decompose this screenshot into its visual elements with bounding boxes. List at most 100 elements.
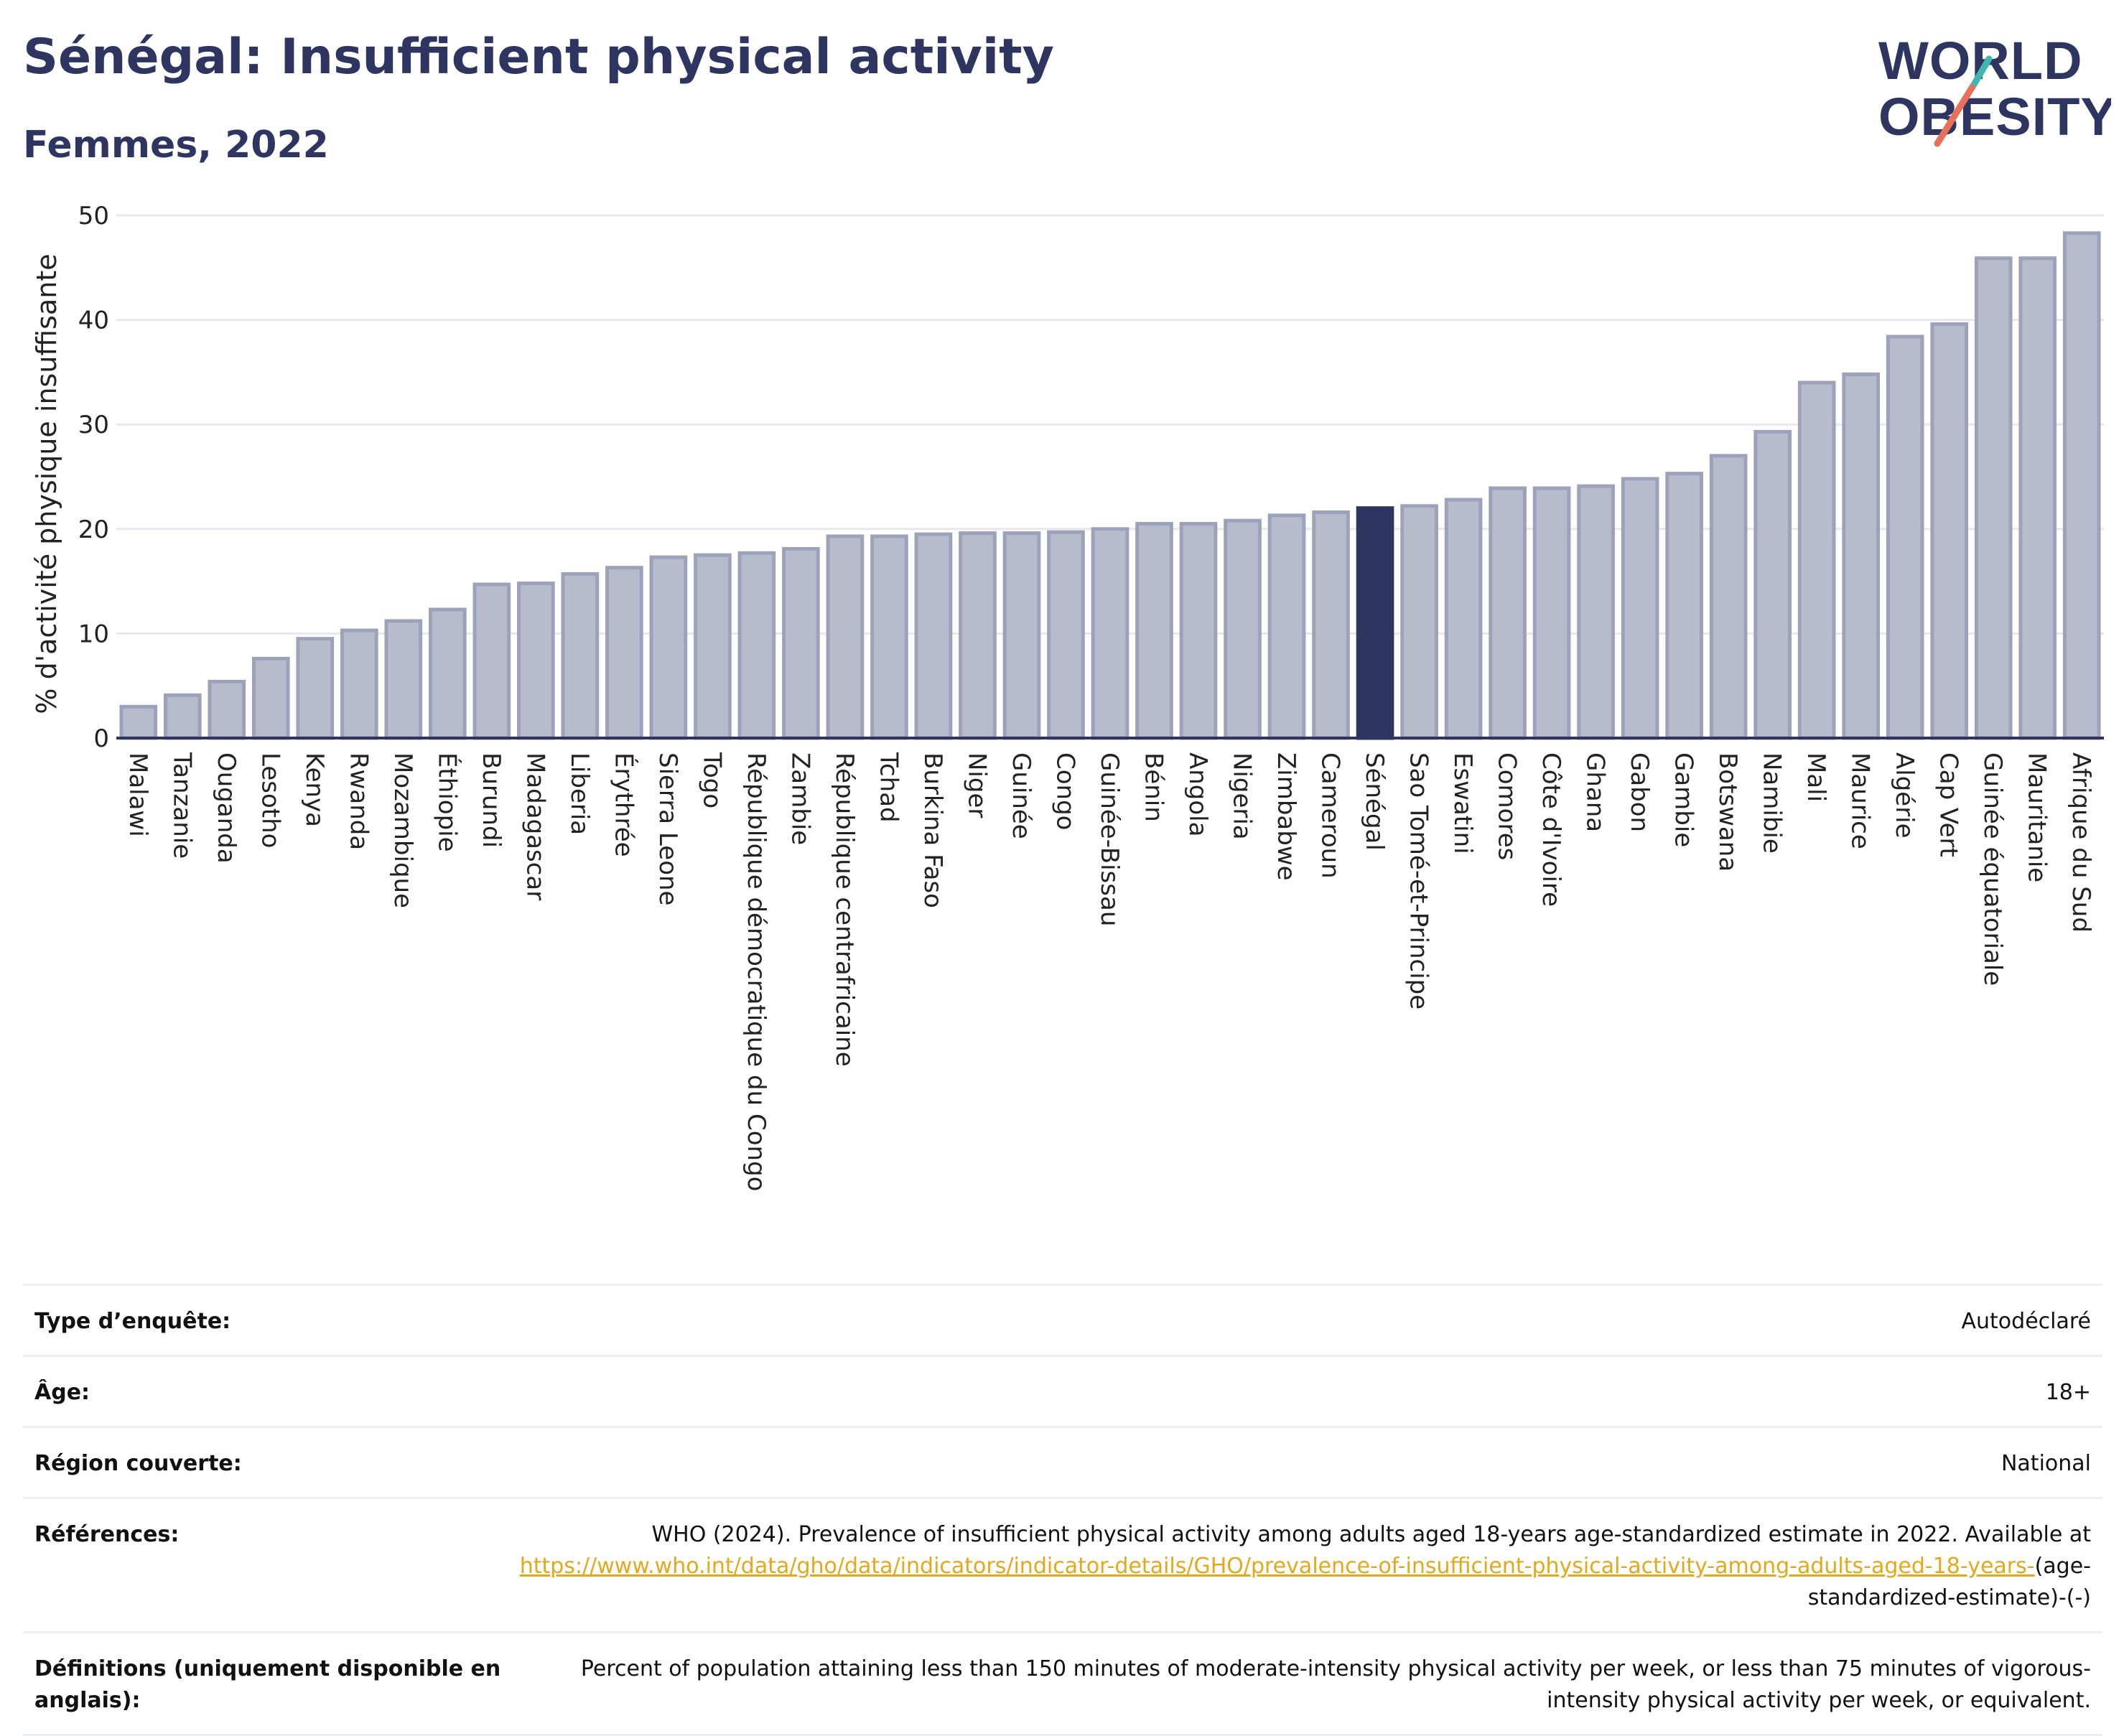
bar-niger (959, 531, 997, 740)
bar-rwanda (340, 628, 378, 740)
x-tick-label: Nigeria (1228, 752, 1257, 840)
x-tick-label: Ouganda (212, 752, 241, 864)
y-ticks: 0 10 20 30 40 50 (78, 202, 109, 753)
x-tick-label: Burundi (477, 752, 506, 848)
bar-lesotho (251, 656, 290, 740)
x-tick-label: Cap Vert (1934, 752, 1963, 857)
x-tick-label: Gambie (1669, 752, 1698, 847)
meta-label: Âge: (34, 1380, 90, 1405)
x-tick-label: Éthiopie (432, 752, 462, 852)
page-subtitle: Femmes, 2022 (23, 123, 329, 167)
x-tick-label: Bénin (1140, 752, 1168, 822)
x-tick-label: Togo (697, 752, 726, 808)
x-tick-label: Zambie (786, 752, 814, 845)
meta-value: WHO (2024). Prevalence of insufficient p… (508, 1519, 2091, 1614)
x-tick-label: Niger (962, 752, 991, 818)
bar-cap-vert (1930, 322, 1969, 740)
bar-b-nin (1135, 522, 1173, 740)
meta-row-references: Références: WHO (2024). Prevalence of in… (23, 1497, 2102, 1631)
x-tick-label: Mauritanie (2023, 752, 2051, 882)
x-tick-label: Tanzanie (167, 752, 196, 859)
y-tick-label: 50 (78, 202, 109, 230)
x-tick-label: Rwanda (344, 752, 373, 850)
bar-nigeria (1224, 518, 1262, 740)
x-tick-label: Sénégal (1360, 752, 1389, 851)
x-tick-label: Ghana (1581, 752, 1610, 832)
bar-namibie (1753, 429, 1792, 740)
meta-label: Région couverte: (34, 1451, 242, 1476)
svg-text:WORLD: WORLD (1878, 31, 2083, 90)
meta-value: 18+ (2045, 1380, 2091, 1405)
world-obesity-logo: WORLD OBESITY (1878, 31, 2111, 147)
bars (119, 231, 2101, 740)
bar-gabon (1621, 477, 1659, 740)
meta-label: Définitions (uniquement disponible en an… (34, 1656, 501, 1713)
bar-mauritanie (2018, 256, 2057, 740)
x-tick-label: Sao Tomé-et-Principe (1405, 752, 1433, 1009)
x-tick-label: Maurice (1846, 752, 1875, 849)
meta-value: Autodéclaré (1961, 1309, 2092, 1334)
y-tick-label: 40 (78, 307, 109, 335)
bar-c-te-d-ivoire (1532, 486, 1571, 740)
x-tick-labels: Malawi Tanzanie Ouganda Lesotho Kenya Rwanda M… (124, 752, 2095, 1191)
bar-angola (1179, 522, 1218, 740)
x-tick-label: Guinée (1007, 752, 1035, 839)
bar-tanzanie (163, 693, 202, 740)
bar-burkina-faso (914, 532, 953, 740)
svg-text:OBESITY: OBESITY (1878, 87, 2111, 146)
meta-row-age: Âge: 18+ (23, 1355, 2102, 1426)
bar-guin-e-quatoriale (1974, 256, 2013, 740)
bar-alg-rie (1886, 335, 1924, 740)
meta-row-survey-type: Type d’enquête: Autodéclaré (23, 1284, 2102, 1355)
reference-suffix: (age-standardized-estimate)-(-) (1807, 1554, 2091, 1610)
bar-mozambique (384, 619, 423, 740)
bar-congo (1047, 530, 1085, 740)
x-tick-label: Mali (1802, 752, 1830, 802)
bar-r-publique-centrafricaine (826, 534, 865, 740)
bar-chart: 0 10 20 30 40 50 Malawi Tanzanie Ouganda Lesotho… (31, 202, 2104, 1191)
bar-mali (1797, 381, 1836, 740)
y-axis-label: % d'activité physique insuffisante (31, 253, 62, 714)
y-tick-label: 0 (93, 724, 109, 753)
x-tick-label: Afrique du Sud (2067, 752, 2095, 933)
x-tick-label: Zimbabwe (1272, 752, 1300, 881)
x-tick-label: Lesotho (256, 752, 284, 848)
reference-text: WHO (2024). Prevalence of insufficient p… (651, 1522, 2091, 1547)
x-tick-label: Namibie (1758, 752, 1787, 854)
x-tick-label: République démocratique du Congo (742, 752, 770, 1191)
bar-liberia (561, 571, 600, 740)
x-tick-label: Liberia (565, 752, 594, 835)
x-tick-label: République centrafricaine (830, 752, 859, 1067)
bar-sierra-leone (649, 555, 688, 740)
x-tick-label: Kenya (300, 752, 329, 827)
page-title: Sénégal: Insufficient physical activity (23, 29, 1054, 85)
x-tick-label: Angola (1183, 752, 1212, 836)
reference-link[interactable]: https://www.who.int/data/gho/data/indica… (519, 1554, 2035, 1579)
bar-cameroun (1312, 510, 1350, 740)
metadata-table: Type d’enquête: Autodéclaré Âge: 18+ Rég… (23, 1284, 2102, 1736)
x-tick-label: Malawi (124, 752, 152, 837)
bar-madagascar (517, 582, 555, 740)
bar-ouganda (208, 679, 246, 740)
meta-row-region: Région couverte: National (23, 1426, 2102, 1497)
bar-maurice (1842, 372, 1881, 740)
bar-kenya (296, 637, 335, 740)
bar-burundi (472, 582, 511, 740)
x-tick-label: Cameroun (1316, 752, 1345, 879)
bar-togo (694, 553, 732, 740)
meta-value: National (2000, 1451, 2091, 1476)
bar-zambie (782, 546, 820, 740)
bar-r-publique-d-mocratique-du-congo (737, 551, 776, 740)
bar-ghana (1577, 484, 1615, 740)
bar-sao-tom-et-principe (1400, 504, 1438, 740)
bar-eswatini (1444, 498, 1483, 740)
bar-guin-e (1002, 531, 1041, 740)
x-tick-label: Madagascar (521, 752, 549, 900)
x-tick-label: Comores (1493, 752, 1522, 860)
bar-comores (1489, 486, 1527, 740)
bar--thiopie (428, 607, 467, 740)
bar-malawi (119, 704, 158, 740)
x-tick-label: Côte d'Ivoire (1537, 752, 1565, 907)
x-tick-label: Gabon (1625, 752, 1654, 832)
x-tick-label: Eswatini (1448, 752, 1477, 854)
